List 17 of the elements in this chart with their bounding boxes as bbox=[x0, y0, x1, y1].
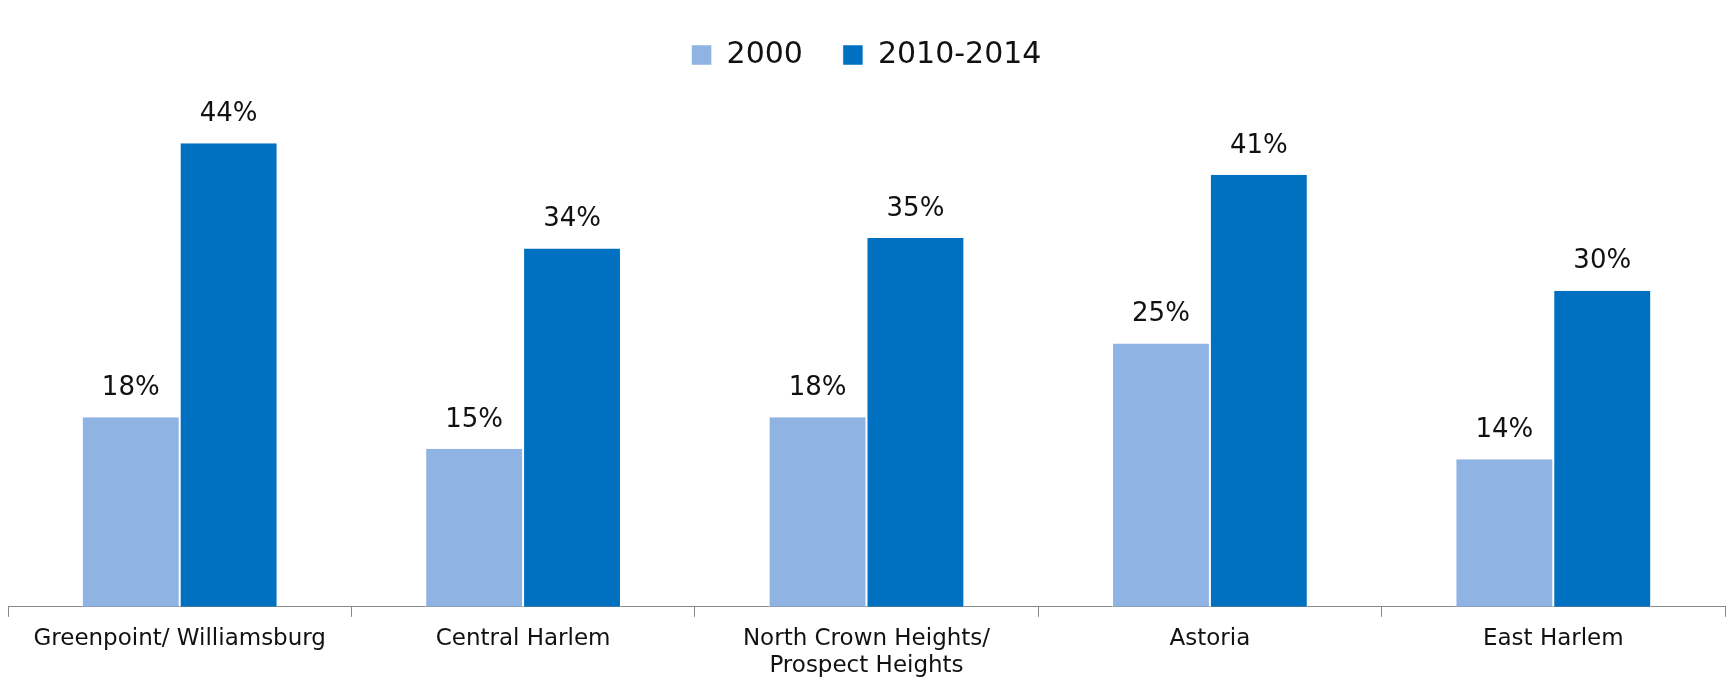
data-label: 18% bbox=[788, 370, 847, 401]
data-label: 30% bbox=[1573, 244, 1632, 275]
x-tick-label: Central Harlem bbox=[435, 623, 611, 650]
data-label: 15% bbox=[445, 402, 504, 433]
data-label: 35% bbox=[886, 191, 945, 222]
legend-label: 2000 bbox=[726, 34, 803, 70]
x-tick-label: Greenpoint/ Williamsburg bbox=[33, 623, 326, 650]
data-label: 14% bbox=[1475, 413, 1534, 444]
x-tick-label: East Harlem bbox=[1482, 623, 1624, 650]
data-label: 44% bbox=[199, 96, 258, 127]
x-tick-label: Astoria bbox=[1169, 623, 1251, 650]
data-label: 18% bbox=[101, 370, 160, 401]
data-label: 41% bbox=[1229, 128, 1288, 159]
legend-label: 2010-2014 bbox=[877, 34, 1042, 70]
data-label: 34% bbox=[543, 202, 601, 233]
x-tick-label: North Crown Heights/ Prospect Heights bbox=[742, 623, 991, 678]
data-label: 25% bbox=[1132, 297, 1190, 328]
